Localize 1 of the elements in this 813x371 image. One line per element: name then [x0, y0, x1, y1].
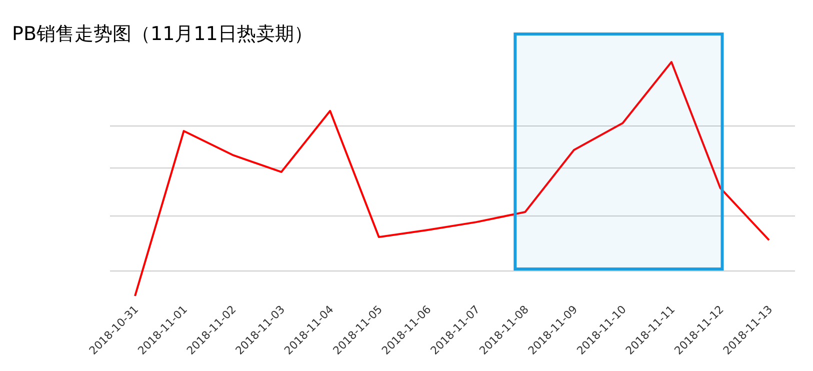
chart-title: PB销售走势图（11月11日热卖期）: [12, 23, 313, 45]
